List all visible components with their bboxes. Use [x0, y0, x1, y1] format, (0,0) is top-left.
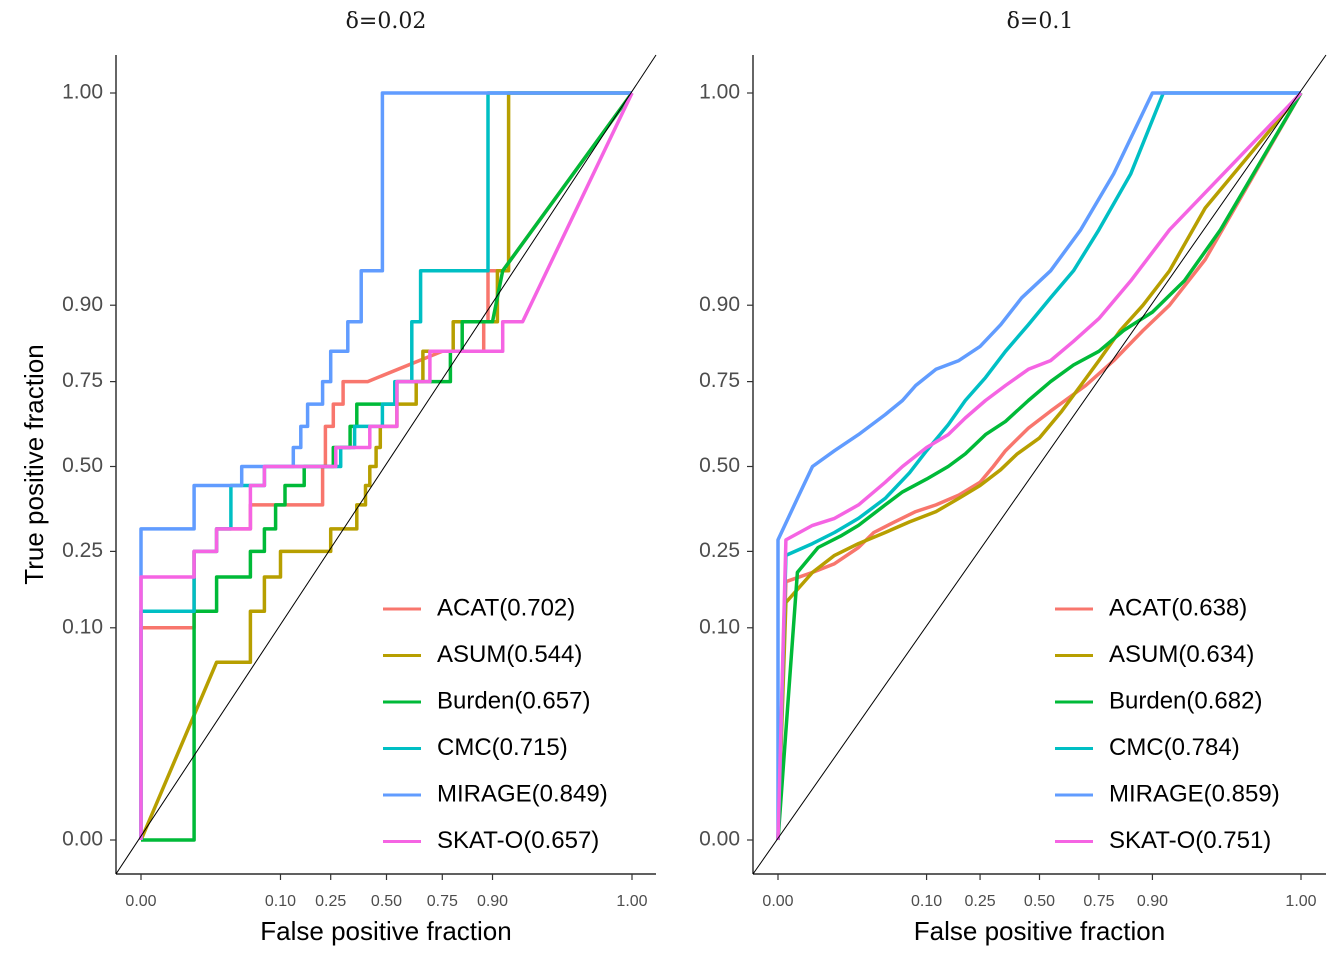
y-tick-label: 1.00 [62, 81, 103, 104]
roc-curve-cmc [139, 91, 632, 840]
panel-title: δ=0.1 [1007, 9, 1074, 34]
x-axis-ticks: 0.00 0.10 0.25 0.50 0.75 0.90 1.00 [762, 874, 1317, 910]
y-tick-label: 0.10 [62, 615, 103, 638]
legend-label: Burden(0.657) [437, 687, 590, 714]
diagonal-line [752, 54, 1327, 875]
legend-label: MIRAGE(0.859) [1109, 780, 1280, 807]
y-axis-ticks: 0.00 0.10 0.25 0.50 0.75 0.90 1.00 [62, 81, 116, 851]
roc-curves [139, 91, 634, 842]
roc-curve-burden [776, 92, 1303, 841]
roc-curve-acat [776, 92, 1303, 841]
legend-label: ASUM(0.634) [1109, 641, 1254, 668]
roc-curve-mirage [139, 91, 632, 840]
x-tick-label: 0.75 [427, 893, 458, 910]
roc-curve-acat [139, 91, 634, 840]
x-tick-label: 0.25 [315, 893, 346, 910]
x-axis-label: False positive fraction [260, 916, 511, 946]
x-tick-label: 1.00 [616, 893, 647, 910]
y-tick-label: 1.00 [699, 81, 740, 104]
y-tick-label: 0.50 [699, 454, 740, 477]
x-tick-label: 0.90 [477, 893, 508, 910]
legend-label: SKAT-O(0.751) [1109, 827, 1271, 854]
x-tick-label: 0.75 [1083, 893, 1114, 910]
panel-title: δ=0.02 [346, 9, 427, 34]
x-tick-label: 0.90 [1137, 893, 1168, 910]
panel-delta-0.1: 0.00 0.10 0.25 0.50 0.75 0.90 1.00 0.00 0.10 0.2… [699, 9, 1327, 946]
x-axis-label: False positive fraction [914, 916, 1165, 946]
roc-curve-burden [141, 91, 634, 842]
y-tick-label: 0.50 [62, 454, 103, 477]
legend-label: ACAT(0.702) [437, 594, 575, 621]
x-tick-label: 0.25 [964, 893, 995, 910]
y-tick-label: 0.00 [699, 828, 740, 851]
y-tick-label: 0.00 [62, 828, 103, 851]
x-tick-label: 0.10 [265, 893, 296, 910]
panel-delta-0.02: 0.00 0.10 0.25 0.50 0.75 0.90 1.00 0.00 0.10 0.2… [19, 9, 657, 946]
x-tick-label: 0.50 [371, 893, 402, 910]
y-axis-label: True positive fraction [19, 344, 49, 584]
legend-label: ASUM(0.544) [437, 641, 582, 668]
reference-diagonal [115, 54, 657, 875]
y-tick-label: 0.75 [62, 369, 103, 392]
x-tick-label: 0.50 [1024, 893, 1055, 910]
roc-curve-asum [776, 91, 1303, 841]
x-tick-label: 0.00 [762, 893, 793, 910]
x-axis-ticks: 0.00 0.10 0.25 0.50 0.75 0.90 1.00 [125, 874, 648, 910]
x-tick-label: 0.10 [911, 893, 942, 910]
roc-curve-skat-o [139, 92, 634, 840]
x-tick-label: 1.00 [1285, 893, 1316, 910]
y-tick-label: 0.90 [62, 293, 103, 316]
roc-curve-cmc [776, 91, 1301, 841]
y-tick-label: 0.75 [699, 369, 740, 392]
legend-label: SKAT-O(0.657) [437, 827, 599, 854]
x-tick-label: 0.00 [125, 893, 156, 910]
legend-label: CMC(0.784) [1109, 734, 1240, 761]
y-tick-label: 0.25 [62, 539, 103, 562]
y-tick-label: 0.90 [699, 293, 740, 316]
y-axis-ticks: 0.00 0.10 0.25 0.50 0.75 0.90 1.00 [699, 81, 753, 851]
roc-curve-skat-o [776, 91, 1303, 841]
y-tick-label: 0.10 [699, 615, 740, 638]
diagonal-line [115, 54, 657, 875]
legend: ACAT(0.638) ASUM(0.634) Burden(0.682) CMC(0… [1055, 594, 1280, 854]
legend-label: ACAT(0.638) [1109, 594, 1247, 621]
roc-curves [776, 91, 1303, 841]
roc-curve-mirage [776, 91, 1301, 840]
y-tick-label: 0.25 [699, 539, 740, 562]
legend-label: MIRAGE(0.849) [437, 780, 608, 807]
legend-label: Burden(0.682) [1109, 687, 1262, 714]
legend-label: CMC(0.715) [437, 734, 568, 761]
roc-curve-asum [139, 91, 632, 841]
legend: ACAT(0.702) ASUM(0.544) Burden(0.657) CMC(0… [383, 594, 608, 854]
reference-diagonal [752, 54, 1327, 875]
